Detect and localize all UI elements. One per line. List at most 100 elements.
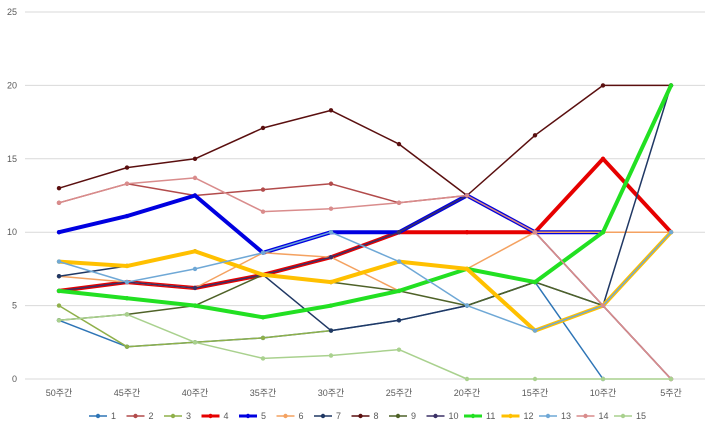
data-point xyxy=(396,288,402,294)
legend-item: 12 xyxy=(501,411,534,421)
legend-label: 14 xyxy=(599,411,609,421)
y-tick-label: 5 xyxy=(12,301,17,311)
data-point xyxy=(124,181,130,186)
legend-label: 12 xyxy=(524,411,534,421)
legend-marker xyxy=(95,413,101,419)
data-point xyxy=(532,328,538,333)
data-point xyxy=(396,141,402,147)
data-point xyxy=(328,303,334,308)
data-point xyxy=(532,133,538,138)
series-15 xyxy=(56,312,674,382)
legend-marker xyxy=(245,413,251,419)
legend-marker xyxy=(170,413,176,419)
data-point xyxy=(124,312,130,317)
legend-item: 9 xyxy=(389,411,416,421)
legend-marker xyxy=(395,413,401,419)
data-point xyxy=(56,274,62,279)
data-point xyxy=(192,303,198,308)
legend-label: 4 xyxy=(224,411,229,421)
legend-label: 1 xyxy=(111,411,116,421)
y-tick-label: 15 xyxy=(7,154,17,164)
data-point xyxy=(396,318,402,323)
data-point xyxy=(464,266,470,272)
data-point xyxy=(260,335,266,341)
data-point xyxy=(464,193,470,198)
data-point xyxy=(260,272,266,277)
series-line xyxy=(58,231,672,322)
data-point xyxy=(668,230,674,235)
legend-label: 7 xyxy=(336,411,341,421)
data-point xyxy=(464,376,470,382)
data-point xyxy=(532,279,538,285)
data-point xyxy=(396,259,402,264)
data-point xyxy=(260,209,266,214)
x-tick-label: 25주간 xyxy=(386,388,413,398)
data-point xyxy=(328,181,334,186)
legend-item: 2 xyxy=(126,411,154,421)
data-point xyxy=(124,344,130,349)
legend-marker xyxy=(208,413,213,419)
data-point xyxy=(668,83,674,88)
data-point xyxy=(532,376,538,382)
series-line xyxy=(58,84,672,197)
legend-marker xyxy=(283,413,288,419)
legend-item: 15 xyxy=(614,411,646,421)
x-tick-label: 5주간 xyxy=(660,388,682,398)
legend-label: 8 xyxy=(374,411,379,421)
legend-marker xyxy=(133,413,138,419)
data-point xyxy=(328,328,334,333)
data-point xyxy=(600,303,606,308)
legend-item: 1 xyxy=(89,411,116,421)
y-tick-label: 25 xyxy=(7,7,17,17)
data-point xyxy=(260,315,266,320)
data-point xyxy=(192,156,198,161)
data-point xyxy=(260,250,266,255)
data-point xyxy=(328,206,334,211)
data-point xyxy=(124,263,130,269)
x-tick-label: 30주간 xyxy=(318,388,345,398)
series-lines xyxy=(56,83,674,382)
legend-label: 13 xyxy=(561,411,571,421)
data-point xyxy=(56,259,62,264)
data-point xyxy=(124,213,130,219)
legend-item: 13 xyxy=(539,411,571,421)
legend-marker xyxy=(320,413,326,419)
series-13 xyxy=(56,230,674,333)
legend-marker xyxy=(433,413,438,419)
legend-marker xyxy=(545,413,551,419)
legend-item: 6 xyxy=(276,411,304,421)
legend: 1 2 3 4 5 6 7 8 9 10 11 12 13 14 15 xyxy=(89,411,646,421)
legend-marker xyxy=(470,413,476,419)
data-point xyxy=(328,254,334,260)
y-tick-label: 0 xyxy=(12,374,17,384)
data-point xyxy=(600,83,606,88)
x-tick-label: 35주간 xyxy=(250,388,277,398)
data-point xyxy=(124,165,130,170)
data-point xyxy=(56,200,62,206)
data-point xyxy=(600,376,606,382)
x-tick-label: 20주간 xyxy=(454,388,481,398)
data-point xyxy=(328,108,334,113)
series-8 xyxy=(56,83,674,198)
legend-label: 5 xyxy=(261,411,266,421)
x-axis-ticks: 50주간 45주간 40주간 35주간 30주간 25주간 20주간 15주간 10주간 5주간 xyxy=(46,388,682,398)
x-tick-label: 45주간 xyxy=(114,388,141,398)
series-line xyxy=(58,231,672,332)
data-point xyxy=(464,303,470,308)
data-point xyxy=(56,230,62,235)
legend-marker xyxy=(583,413,588,419)
data-point xyxy=(124,296,130,301)
data-point xyxy=(328,230,334,235)
series-line xyxy=(57,83,673,320)
legend-marker xyxy=(620,413,626,419)
legend-label: 10 xyxy=(449,411,459,421)
data-point xyxy=(260,356,266,361)
data-point xyxy=(668,376,674,382)
x-tick-label: 15주간 xyxy=(522,388,549,398)
legend-label: 15 xyxy=(636,411,646,421)
legend-label: 11 xyxy=(486,411,495,421)
gridlines xyxy=(25,11,705,380)
data-point xyxy=(396,230,402,235)
data-point xyxy=(600,230,606,235)
legend-item: 5 xyxy=(239,411,266,421)
